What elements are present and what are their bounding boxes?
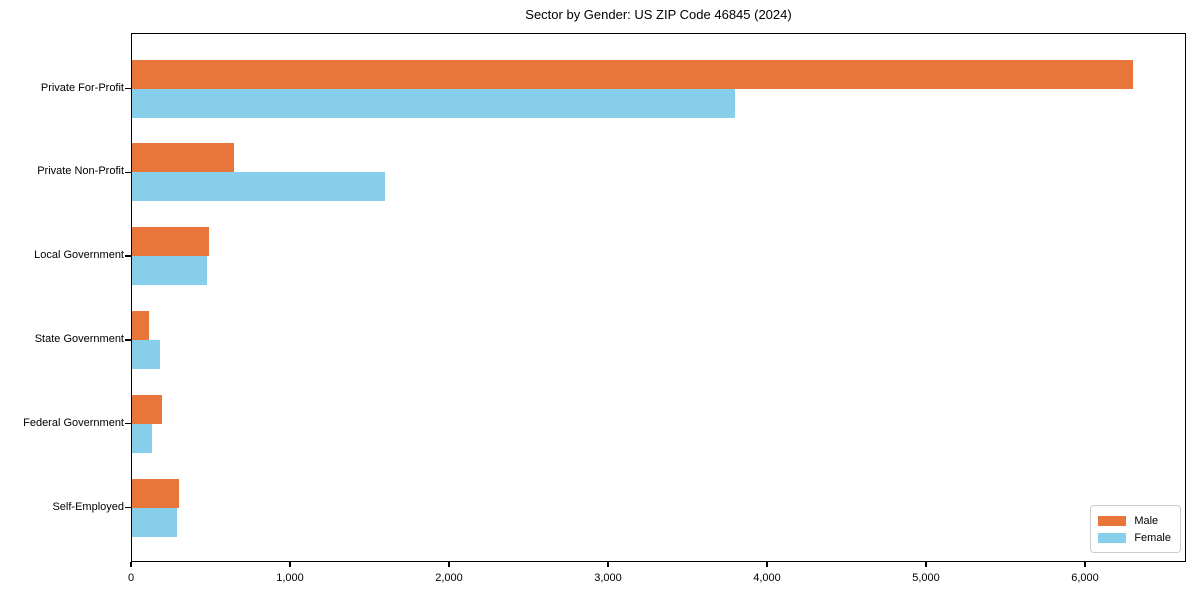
x-tick-label-0: 0 — [127, 572, 135, 584]
y-label-state-government: State Government — [34, 332, 124, 345]
x-tick-label-2-000: 2,000 — [435, 572, 463, 584]
x-tick-mark — [289, 562, 291, 567]
legend-label-male: Male — [1134, 514, 1159, 527]
x-tick-label-5-000: 5,000 — [912, 572, 940, 584]
bar-male-local-government — [131, 227, 209, 257]
y-tick-mark — [125, 506, 131, 509]
x-tick-label-1-000: 1,000 — [276, 572, 304, 584]
y-tick-mark — [125, 171, 131, 173]
plot-area: 0 1,000 2,000 3,000 4,000 5,000 6,000 Male Fema… — [125, 33, 1186, 584]
legend-label-female: Female — [1134, 531, 1171, 544]
x-tick-mark — [766, 562, 768, 567]
bar-female-state-government — [131, 339, 160, 369]
bar-male-private-non-profit — [131, 143, 235, 173]
bar-male-self-employed — [131, 478, 179, 508]
legend-swatch-male — [1098, 515, 1127, 526]
y-label-private-for-profit: Private For-Profit — [40, 81, 124, 94]
legend-item-male: Male — [1098, 512, 1171, 529]
y-tick-mark — [125, 255, 131, 257]
x-tick-label-6-000: 6,000 — [1071, 572, 1099, 584]
bar-male-state-government — [131, 310, 149, 340]
y-label-local-government: Local Government — [34, 249, 124, 262]
x-tick-mark — [1084, 562, 1086, 567]
x-tick-label-4-000: 4,000 — [753, 572, 781, 584]
y-label-private-non-profit: Private Non-Profit — [37, 165, 124, 178]
bar-female-private-for-profit — [131, 88, 736, 118]
bar-male-private-for-profit — [131, 59, 1133, 89]
bar-female-private-non-profit — [131, 172, 386, 202]
y-label-federal-government: Federal Government — [23, 416, 124, 429]
legend-item-female: Female — [1098, 529, 1171, 546]
y-tick-mark — [125, 423, 131, 425]
x-tick-mark — [607, 562, 609, 567]
bar-male-federal-government — [131, 394, 162, 424]
bar-female-self-employed — [131, 507, 178, 537]
x-tick-label-3-000: 3,000 — [594, 572, 622, 584]
x-tick-mark — [448, 562, 450, 567]
bar-female-local-government — [131, 256, 208, 286]
legend: Male Female — [1090, 505, 1181, 553]
y-label-self-employed: Self-Employed — [52, 500, 124, 513]
y-tick-mark — [125, 87, 131, 90]
chart-title: Sector by Gender: US ZIP Code 46845 (202… — [525, 7, 792, 22]
x-tick-mark — [925, 562, 927, 567]
y-axis-labels: Private For-Profit Private Non-Profit Loca… — [0, 33, 124, 562]
bar-female-federal-government — [131, 423, 152, 453]
x-tick-mark — [130, 562, 132, 567]
y-tick-mark — [125, 339, 131, 341]
legend-swatch-female — [1098, 532, 1127, 543]
